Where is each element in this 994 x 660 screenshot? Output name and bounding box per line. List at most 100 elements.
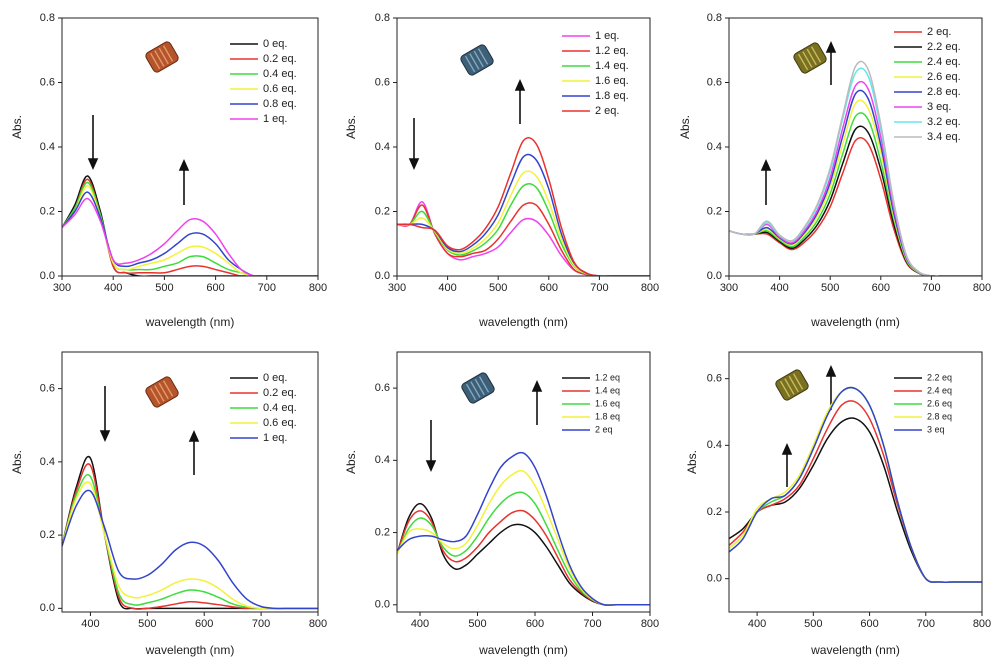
arrow-up [760,159,772,205]
legend-label: 2.6 eq [927,398,952,408]
x-axis-label: wavelength (nm) [145,643,235,657]
x-tick-label: 300 [53,282,71,294]
y-tick-label: 0.4 [375,141,390,153]
legend-label: 1.8 eq. [595,90,629,102]
y-tick-label: 0.0 [375,599,390,611]
legend-label: 1 eq. [595,30,619,42]
x-tick-label: 800 [309,282,327,294]
spectrum-line [397,469,650,606]
spectrum-line [62,178,318,276]
spectrum-line [729,60,982,276]
x-tick-label: 500 [821,282,839,294]
x-tick-label: 700 [583,618,601,630]
spectrum-line [397,136,650,276]
spectrum-line [62,181,318,276]
spectrum-line [62,463,318,610]
plot-frame [61,17,319,277]
chart-panel: 400 500 600 700 800 0.0 0.2 0.4 0.6 wavelength (n… [685,351,991,657]
chart-panel: 300 400 500 600 700 800 0.0 0.2 0.4 0.6 0.8 wavelen… [678,12,991,329]
x-tick-label: 400 [438,282,456,294]
legend-label: 1.4 eq. [595,60,629,72]
y-tick-label: 0.2 [707,506,722,518]
spectrum-line [62,191,318,276]
x-tick-label: 600 [540,282,558,294]
y-tick-label: 0.0 [707,573,722,585]
arrow-up [825,365,837,410]
x-tick-label: 800 [641,618,659,630]
y-tick-label: 0.2 [375,205,390,217]
legend-label: 0 eq. [263,372,287,384]
spectrum-line [62,175,318,276]
chart-panel: 300 400 500 600 700 800 0.0 0.2 0.4 0.6 0.8 wavelen… [344,12,659,329]
y-tick-label: 0.6 [707,373,722,385]
x-tick-label: 700 [258,282,276,294]
x-tick-label: 700 [917,618,935,630]
sample-icon [775,369,809,401]
arrow-down [408,118,420,170]
legend-label: 0.6 eq. [263,83,297,95]
x-axis-label: wavelength (nm) [810,643,900,657]
x-tick-label: 600 [195,618,213,630]
chart-panel: 400 500 600 700 800 0.0 0.2 0.4 0.6 wavelength (n… [10,351,327,657]
x-tick-label: 600 [860,618,878,630]
x-tick-label: 600 [526,618,544,630]
x-tick-label: 700 [590,282,608,294]
legend-label: 2.2 eq. [927,41,961,53]
legend-label: 1.8 eq [595,411,620,421]
x-tick-label: 500 [489,282,507,294]
legend-label: 3.4 eq. [927,131,961,143]
y-tick-label: 0.4 [375,454,390,466]
spectrum-line [397,201,650,276]
y-axis-label: Abs. [10,115,24,139]
legend-label: 2.8 eq [927,411,952,421]
x-tick-label: 600 [872,282,890,294]
y-tick-label: 0.6 [40,383,55,395]
sample-icon [145,41,179,73]
x-tick-label: 600 [206,282,224,294]
y-tick-label: 0.0 [40,270,55,282]
spectrum-line [397,491,650,606]
spectrum-line [729,136,982,276]
x-tick-label: 800 [641,282,659,294]
legend-label: 0.6 eq. [263,417,297,429]
spectrum-line [729,125,982,276]
arrow-up [178,159,190,205]
spectrum-line [729,80,982,276]
x-axis-label: wavelength (nm) [810,315,900,329]
sample-icon [461,372,495,404]
arrow-up [514,79,526,124]
y-tick-label: 0.2 [40,205,55,217]
x-tick-label: 800 [973,282,991,294]
sample-icon [145,376,179,408]
legend-label: 0.4 eq. [263,68,297,80]
legend-label: 2.2 eq [927,372,952,382]
legend-label: 1 eq. [263,432,287,444]
legend-label: 2.6 eq. [927,71,961,83]
x-tick-label: 400 [770,282,788,294]
legend-label: 3.2 eq. [927,116,961,128]
spectrum-line [397,170,650,276]
x-tick-label: 300 [720,282,738,294]
arrow-down [425,420,437,472]
plot-frame [728,17,983,277]
y-tick-label: 0.4 [40,456,55,468]
legend-label: 2.4 eq [927,385,952,395]
x-tick-label: 800 [309,618,327,630]
x-tick-label: 500 [138,618,156,630]
spectrum-line [729,67,982,276]
legend-label: 1.4 eq [595,385,620,395]
x-axis-label: wavelength (nm) [478,643,568,657]
y-tick-label: 0.0 [40,602,55,614]
y-tick-label: 0.4 [707,141,722,153]
legend-label: 2.8 eq. [927,86,961,98]
x-tick-label: 400 [411,618,429,630]
y-tick-label: 0.0 [375,270,390,282]
spectrum-line [729,386,982,583]
legend-label: 1.6 eq [595,398,620,408]
spectrum-line [62,489,318,610]
y-tick-label: 0.4 [707,439,722,451]
spectrum-line [62,474,318,610]
spectrum-line [729,99,982,276]
y-axis-label: Abs. [344,450,358,474]
